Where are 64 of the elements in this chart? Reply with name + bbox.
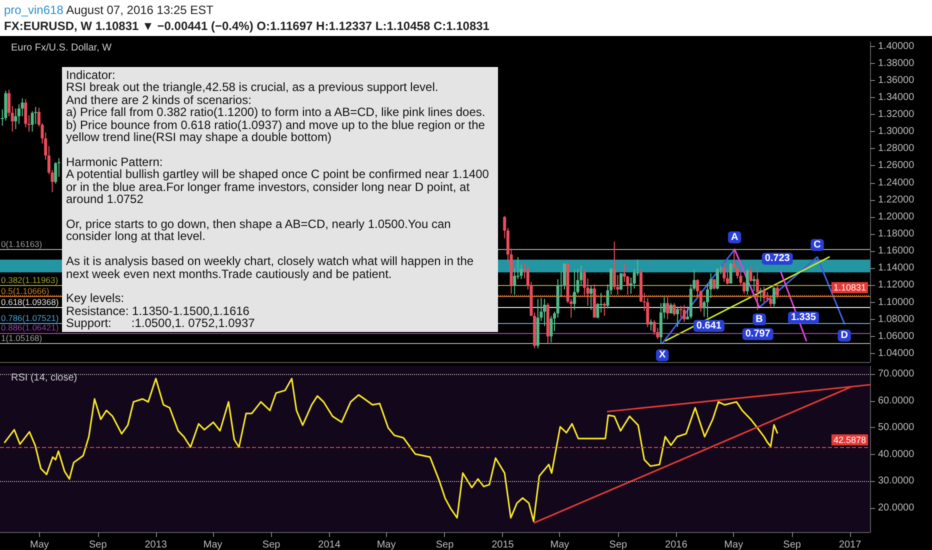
x-tick-label: May	[30, 540, 49, 550]
ref-line-label: 0.886(1.06421)	[1, 322, 59, 332]
y-tick-label: 70.0000	[878, 368, 915, 380]
ref-line-label: 0.618(1.09368)	[1, 297, 59, 308]
y-tick-label: 40.0000	[878, 448, 915, 460]
x-tick-label: May	[724, 540, 744, 550]
x-tick-label: 2013	[144, 540, 168, 550]
x-tick-label: May	[550, 540, 570, 550]
y-tick-label: 1.40000	[878, 40, 915, 52]
x-tick-label: Sep	[609, 540, 628, 550]
y-tick-label: 1.06000	[878, 330, 915, 342]
y-tick-label: 1.20000	[878, 211, 915, 222]
ref-line-label: 0(1.16163)	[1, 239, 42, 250]
y-tick-label: 1.34000	[878, 92, 915, 103]
ref-line-label: 0.382(1.11963)	[1, 275, 58, 286]
y-tick-label: 60.0000	[878, 395, 915, 406]
y-tick-label: 1.14000	[878, 262, 915, 274]
x-tick-label: 2017	[838, 540, 862, 550]
x-tick-label: Sep	[262, 540, 281, 550]
y-tick-label: 1.12000	[878, 280, 915, 291]
y-tick-label: 1.26000	[878, 160, 915, 172]
x-tick-label: May	[376, 540, 396, 550]
x-tick-label: 2014	[318, 540, 341, 550]
y-tick-label: 1.38000	[878, 58, 915, 69]
ref-line-label: 1(1.05168)	[1, 333, 42, 343]
x-tick-label: 2016	[665, 540, 688, 550]
text: RSI (14, close)	[11, 372, 78, 384]
ref-line-label: 0.786(1.07521)	[1, 312, 59, 323]
ref-line-label: 1.10831	[833, 282, 866, 293]
y-tick-label: 1.24000	[878, 177, 915, 188]
y-tick-label: 30.0000	[878, 476, 915, 487]
y-tick-label: 1.16000	[878, 246, 915, 257]
y-tick-label: 1.36000	[878, 74, 915, 86]
y-tick-label: 1.08000	[878, 314, 915, 325]
annotation: 0.641	[696, 320, 722, 332]
chart-subtitle: FX:EURUSD, W 1.10831 ▼ −0.00441 (−0.4%) O:1.11697 H:1.12337 L:1.10458 C:1.10831	[4, 19, 490, 33]
x-tick-label: 2015	[492, 540, 514, 550]
annotation: C	[814, 240, 821, 251]
annotation: D	[840, 330, 848, 342]
x-tick-label: Sep	[88, 540, 108, 550]
annotation: 0.797	[745, 328, 771, 340]
annotation: B	[756, 314, 763, 325]
x-tick-label: Sep	[783, 540, 802, 550]
y-tick-label: 1.30000	[878, 126, 915, 138]
annotation: X	[659, 350, 666, 361]
text: August 07, 2016 13:25 EST	[65, 3, 214, 17]
annotation: 0.723	[764, 253, 790, 264]
annotation: 1.335	[790, 312, 816, 324]
y-tick-label: 50.0000	[878, 422, 915, 434]
y-tick-label: 1.22000	[878, 194, 915, 206]
y-tick-label: 1.28000	[878, 143, 915, 154]
y-tick-label: 1.10000	[878, 296, 915, 308]
text: Indicator: RSI break out the triangle,42.58 is crucial, as a previous support level. And there are 2 kinds of scenarios: a) Price fall from 0.382 ratio(1.1200) to form into a AB=CD, like pink lines does. b) Price bounce from 0.618 ratio(1.0937) and move up to the blue region or the yellow trend line(RSI may shape a double bottom) Harmonic Pattern: A potential bullish gartley will be shaped once C point be confirmed near 1.1400 or in the blue area.For longer frame investors, consider long near D point, at around 1.0752 Or, price starts to go down, then shape a AB=CD, nearly 1.0500.You can consider long at that level. As it is analysis based on weekly chart, closely watch what will happen in the next week even next months.Trade cautiously and be patient. Key levels: Resistance: 1.1350-1.1500,1.1616 Support: :1.0500,1. 0752,1.0937	[66, 68, 489, 330]
ref-line-label: 42.5878	[833, 434, 866, 445]
y-tick-label: 20.0000	[878, 502, 915, 514]
y-tick-label: 1.04000	[878, 348, 915, 359]
ref-line-label: 0.5(1.10666)	[1, 286, 50, 296]
chart-title: Euro Fx/U.S. Dollar, W	[11, 42, 112, 54]
y-tick-label: 1.32000	[878, 109, 915, 120]
annotation: A	[730, 232, 738, 243]
y-tick-label: 1.18000	[878, 228, 915, 240]
x-tick-label: Sep	[436, 540, 454, 550]
text: pro_vin618	[4, 3, 64, 17]
x-tick-label: May	[203, 540, 222, 550]
